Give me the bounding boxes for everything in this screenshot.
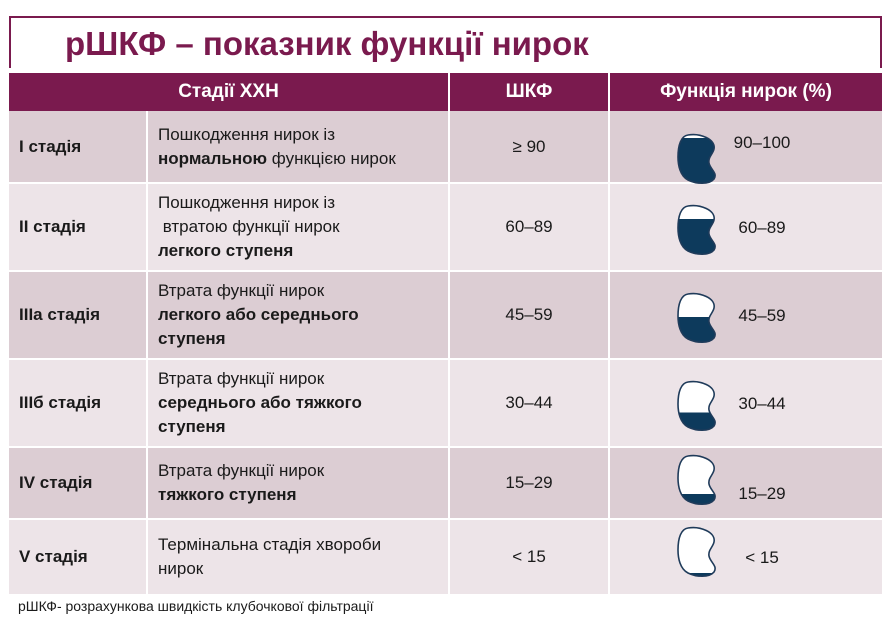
description-bold-text: тяжкого ступеня [158, 485, 297, 504]
description-cell: Втрата функції нирок легкого або середньо… [147, 271, 450, 360]
ckd-stages-table: Стадії ХХН ШКФ Функція нирок (%) I стаді… [9, 73, 882, 596]
kidney-function-cell: < 15 [609, 519, 882, 596]
description-text: втратою функції нирок [158, 217, 340, 236]
description-text: нирок [158, 559, 204, 578]
description-bold-text: нормальною [158, 148, 268, 168]
kidney-function-cell: 60–89 [609, 183, 882, 272]
gfr-cell: 30–44 [449, 359, 610, 448]
description-line: Пошкодження нирок із [158, 191, 442, 215]
table-row: IIIб стадія Втрата функції нирок середньог… [9, 359, 882, 448]
description-cell: Втрата функції нирок середнього або тяжко… [147, 359, 450, 448]
kidney-fill-level [678, 494, 716, 505]
gfr-cell: 60–89 [449, 183, 610, 272]
description-text: Пошкодження нирок із [158, 124, 335, 144]
kidney-function-value: 60–89 [738, 218, 786, 237]
description-bold-text: ступеня [158, 329, 226, 348]
description-line: ступеня [158, 327, 442, 351]
page-title: рШКФ – показник функції нирок [49, 22, 605, 66]
gfr-cell: ≥ 90 [449, 111, 610, 184]
description-line: нирок [158, 557, 442, 581]
description-text: Термінальна стадія хвороби [158, 535, 382, 554]
table-row: II стадія Пошкодження нирок із втратою фу… [9, 183, 882, 272]
kidney-function-value: < 15 [745, 548, 779, 567]
description-text: Пошкодження нирок із [158, 193, 335, 212]
header-stages: Стадії ХХН [9, 73, 450, 111]
kidney-function-cell: 30–44 [609, 359, 882, 448]
table-row: V стадія Термінальна стадія хвороби нирок <… [9, 519, 882, 596]
description-line: легкого або середнього [158, 303, 442, 327]
description-text: Втрата функції нирок [158, 281, 325, 300]
description-bold-text: ступеня [158, 417, 226, 436]
gfr-cell: 15–29 [449, 447, 610, 520]
table-header-row: Стадії ХХН ШКФ Функція нирок (%) [9, 73, 882, 111]
kidney-function-cell: 90–100 [609, 111, 882, 185]
description-line: Втрата функції нирок [158, 279, 442, 303]
kidney-function-cell: 15–29 [609, 447, 882, 520]
description-line: Втрата функції нирок [158, 367, 442, 391]
kidney-icon [676, 204, 722, 256]
description-cell: Пошкодження нирок із втратою функції нир… [147, 183, 450, 272]
description-line: ступеня [158, 415, 442, 439]
kidney-icon [676, 526, 722, 578]
kidney-function-cell: 45–59 [609, 271, 882, 360]
gfr-cell: < 15 [449, 519, 610, 596]
kidney-icon [676, 454, 722, 506]
description-cell: Термінальна стадія хвороби нирок [147, 519, 450, 596]
description-cell: Пошкодження нирок із нормальною функцією … [147, 111, 450, 184]
kidney-function-value: 45–59 [738, 306, 786, 325]
description-line: втратою функції нирок [158, 215, 442, 239]
description-line: середнього або тяжкого [158, 391, 442, 415]
title-frame: рШКФ – показник функції нирок [9, 16, 882, 68]
kidney-function-value: 90–100 [733, 133, 791, 152]
gfr-cell: 45–59 [449, 271, 610, 360]
stage-cell: IIIa стадія [9, 271, 148, 360]
description-line: нормальною функцією нирок [158, 147, 442, 171]
description-line: Пошкодження нирок із [158, 123, 442, 147]
kidney-fill-level [678, 317, 716, 343]
description-line: Втрата функції нирок [158, 459, 442, 483]
kidney-icon [676, 133, 722, 185]
kidney-function-value: 30–44 [738, 394, 786, 413]
description-text: функцією нирок [267, 148, 396, 168]
table-row: IV стадія Втрата функції нирок тяжкого сту… [9, 447, 882, 520]
stage-cell: IIIб стадія [9, 359, 148, 448]
footnote: рШКФ- розрахункова швидкість клубочкової… [18, 598, 374, 614]
description-line: Термінальна стадія хвороби [158, 533, 442, 557]
header-kidney-function: Функція нирок (%) [609, 73, 882, 111]
description-text: Втрата функції нирок [158, 461, 325, 480]
kidney-fill-level [678, 573, 716, 577]
stage-cell: I стадія [9, 111, 148, 184]
table-row: IIIa стадія Втрата функції нирок легкого а… [9, 271, 882, 360]
description-text: Втрата функції нирок [158, 369, 325, 388]
table-row: I стадія Пошкодження нирок із нормальною ф… [9, 111, 882, 185]
header-gfr: ШКФ [449, 73, 610, 111]
stage-cell: V стадія [9, 519, 148, 596]
kidney-function-value: 15–29 [738, 484, 786, 503]
description-bold-text: легкого або середнього [158, 305, 359, 324]
kidney-icon [676, 380, 722, 432]
stage-cell: II стадія [9, 183, 148, 272]
description-bold-text: легкого ступеня [158, 241, 294, 260]
description-bold-text: середнього або тяжкого [158, 393, 362, 412]
kidney-icon [676, 292, 722, 344]
description-line: тяжкого ступеня [158, 483, 442, 507]
description-line: легкого ступеня [158, 239, 442, 263]
stage-cell: IV стадія [9, 447, 148, 520]
description-cell: Втрата функції нирок тяжкого ступеня [147, 447, 450, 520]
